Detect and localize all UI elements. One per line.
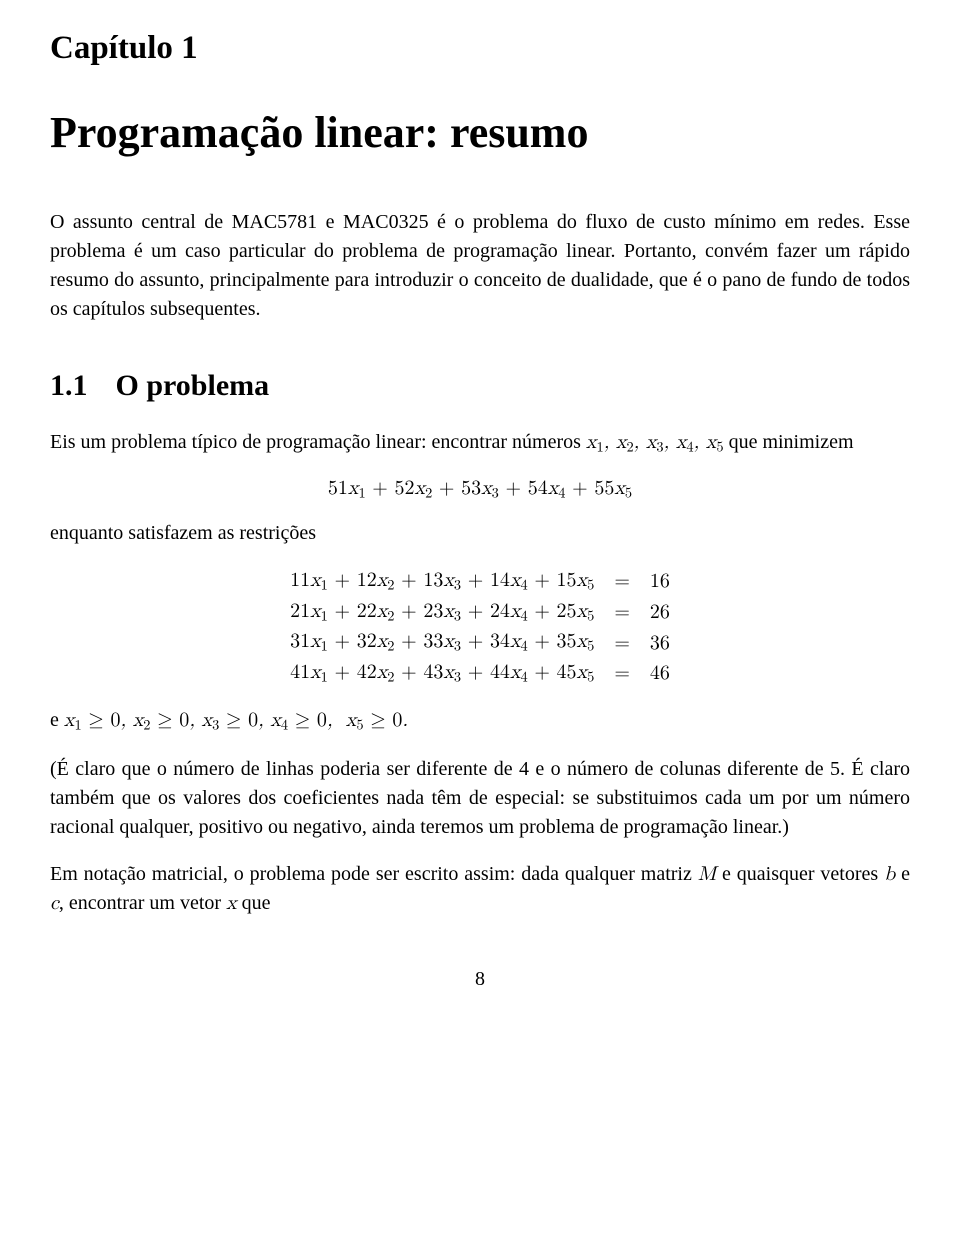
vector-symbol-c: c xyxy=(50,893,59,913)
section-title-text: O problema xyxy=(116,369,270,402)
constraint-row: 41x1 + 42x2 + 43x3 + 44x4 + 45x5=46 xyxy=(280,658,680,689)
chapter-title: Programação linear: resumo xyxy=(50,107,910,158)
variable-list: x1, x2, x3, x4, x5 xyxy=(586,432,724,452)
matrix-para-mid: e quaisquer vetores xyxy=(716,863,884,885)
constraint-row: 21x1 + 22x2 + 23x3 + 24x4 + 25x5=26 xyxy=(280,597,680,628)
equals-sign: = xyxy=(604,597,640,628)
vector-symbol-x: x xyxy=(226,893,237,913)
matrix-para-end: que xyxy=(237,892,271,914)
problem-intro-post: que minimizem xyxy=(724,431,854,453)
nonneg-prefix: e xyxy=(50,709,64,731)
matrix-para-after: , encontrar um vetor xyxy=(59,892,226,914)
constraints-system: 11x1 + 12x2 + 13x3 + 14x4 + 15x5=1621x1 … xyxy=(280,566,680,688)
constraint-lhs: 11x1 + 12x2 + 13x3 + 14x4 + 15x5 xyxy=(280,566,604,597)
restrictions-label: enquanto satisfazem as restrições xyxy=(50,519,910,548)
constraint-rhs: 16 xyxy=(640,566,680,597)
constraint-row: 31x1 + 32x2 + 33x3 + 34x4 + 35x5=36 xyxy=(280,627,680,658)
constraint-row: 11x1 + 12x2 + 13x3 + 14x4 + 15x5=16 xyxy=(280,566,680,597)
constraint-rhs: 36 xyxy=(640,627,680,658)
constraint-lhs: 41x1 + 42x2 + 43x3 + 44x4 + 45x5 xyxy=(280,658,604,689)
explanation-paragraph: (É claro que o número de linhas poderia … xyxy=(50,755,910,842)
problem-intro-pre: Eis um problema típico de programação li… xyxy=(50,431,586,453)
nonnegativity-line: e x1 ≥ 0, x2 ≥ 0, x3 ≥ 0, x4 ≥ 0, x5 ≥ 0… xyxy=(50,706,910,736)
page-number: 8 xyxy=(50,968,910,991)
constraint-lhs: 21x1 + 22x2 + 23x3 + 24x4 + 25x5 xyxy=(280,597,604,628)
section-heading: 1.1 O problema xyxy=(50,369,910,403)
matrix-notation-paragraph: Em notação matricial, o problema pode se… xyxy=(50,860,910,918)
matrix-para-pre: Em notação matricial, o problema pode se… xyxy=(50,863,698,885)
intro-paragraph: O assunto central de MAC5781 e MAC0325 é… xyxy=(50,208,910,324)
constraint-lhs: 31x1 + 32x2 + 33x3 + 34x4 + 35x5 xyxy=(280,627,604,658)
equals-sign: = xyxy=(604,658,640,689)
constraint-rhs: 46 xyxy=(640,658,680,689)
objective-expression: 51x1 + 52x2 + 53x3 + 54x4 + 55x5 xyxy=(50,476,910,503)
vector-symbol-b: b xyxy=(884,864,895,884)
matrix-symbol-m: M xyxy=(698,864,716,884)
constraint-rhs: 26 xyxy=(640,597,680,628)
matrix-and: e xyxy=(895,863,910,885)
problem-intro: Eis um problema típico de programação li… xyxy=(50,428,910,458)
section-number: 1.1 xyxy=(50,369,88,402)
equals-sign: = xyxy=(604,627,640,658)
chapter-label: Capítulo 1 xyxy=(50,30,910,67)
nonneg-conditions: x1 ≥ 0, x2 ≥ 0, x3 ≥ 0, x4 ≥ 0, x5 ≥ 0. xyxy=(64,710,408,730)
equals-sign: = xyxy=(604,566,640,597)
